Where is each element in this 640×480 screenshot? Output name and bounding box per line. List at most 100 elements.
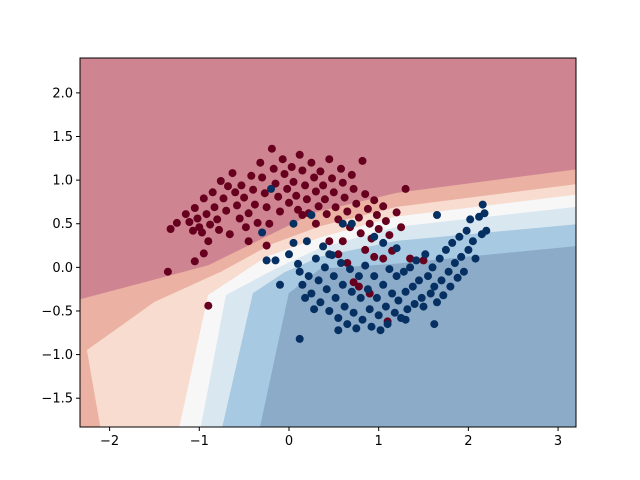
blue-point-21 (325, 307, 334, 315)
blue-point-86 (471, 254, 480, 263)
blue-point-90 (482, 226, 491, 235)
red-point-90 (385, 231, 394, 240)
red-point-19 (222, 206, 231, 215)
blue-point-68 (430, 282, 439, 291)
red-point-20 (224, 182, 232, 191)
y-tick-label: 0.0 (52, 261, 73, 276)
y-tick-label: 2.0 (52, 86, 73, 101)
red-point-75 (347, 170, 356, 179)
blue-point-45 (379, 280, 388, 289)
red-point-78 (354, 213, 363, 222)
blue-point-84 (466, 215, 475, 224)
blue-point-63 (419, 302, 428, 311)
blue-point-48 (385, 265, 394, 274)
red-point-1 (172, 218, 181, 227)
red-point-55 (302, 195, 311, 204)
red-point-101 (354, 282, 363, 291)
red-point-31 (249, 185, 258, 194)
red-point-63 (320, 195, 329, 204)
red-point-68 (331, 203, 340, 212)
red-point-18 (219, 194, 228, 203)
blue-point-60 (412, 256, 421, 265)
red-point-114 (370, 252, 379, 261)
red-point-96 (190, 257, 199, 266)
blue-point-12 (304, 272, 313, 281)
red-point-26 (237, 181, 246, 190)
blue-point-51 (392, 272, 401, 281)
red-point-57 (307, 158, 316, 167)
red-point-48 (287, 163, 296, 171)
x-tick-label: 1 (375, 434, 383, 449)
red-point-3 (185, 218, 194, 226)
blue-point-16 (314, 276, 323, 285)
red-point-39 (267, 144, 276, 153)
red-point-0 (166, 225, 175, 233)
red-point-81 (361, 190, 370, 199)
red-point-112 (244, 237, 253, 246)
red-point-2 (181, 210, 190, 219)
blue-point-55 (401, 287, 410, 296)
red-point-23 (231, 188, 240, 197)
blue-point-65 (424, 272, 432, 281)
blue-point-78 (453, 273, 462, 282)
blue-point-25 (334, 314, 343, 322)
red-point-77 (352, 199, 361, 208)
blue-point-8 (295, 267, 304, 276)
red-point-28 (241, 223, 250, 232)
red-point-85 (370, 196, 379, 205)
blue-point-62 (417, 293, 426, 302)
red-point-115 (361, 245, 370, 254)
blue-point-39 (365, 305, 374, 314)
blue-point-93 (430, 320, 439, 329)
blue-point-41 (370, 272, 379, 281)
red-point-104 (406, 254, 415, 263)
blue-point-32 (349, 308, 358, 317)
red-point-29 (244, 209, 253, 218)
blue-point-0 (267, 184, 275, 193)
red-point-40 (269, 164, 278, 173)
red-point-12 (206, 220, 215, 229)
red-point-42 (274, 192, 283, 201)
x-tick-label: −2 (100, 434, 119, 449)
blue-point-95 (334, 326, 343, 335)
blue-point-98 (347, 219, 356, 228)
red-point-41 (271, 179, 280, 188)
blue-point-42 (372, 293, 381, 302)
red-point-21 (225, 230, 234, 239)
blue-point-27 (338, 280, 347, 289)
red-point-37 (262, 203, 271, 212)
red-point-27 (240, 193, 249, 202)
blue-point-35 (356, 293, 365, 302)
red-point-52 (295, 150, 304, 159)
red-point-38 (265, 219, 274, 228)
red-point-59 (311, 187, 320, 196)
y-tick-label: 1.5 (52, 130, 73, 145)
red-point-53 (298, 166, 307, 175)
red-point-54 (301, 181, 310, 190)
blue-point-79 (455, 232, 464, 241)
red-point-83 (365, 219, 374, 228)
blue-point-31 (347, 287, 356, 296)
red-point-76 (349, 184, 358, 193)
blue-point-11 (302, 237, 311, 246)
blue-point-9 (298, 280, 307, 289)
blue-point-50 (390, 308, 399, 317)
red-point-15 (213, 215, 222, 224)
red-point-93 (397, 223, 406, 232)
scatter-points (163, 144, 491, 343)
red-point-8 (198, 228, 206, 237)
blue-point-99 (325, 250, 334, 259)
blue-point-104 (289, 219, 298, 228)
red-point-24 (233, 201, 241, 210)
blue-point-34 (354, 272, 363, 281)
blue-point-77 (450, 259, 459, 267)
red-point-99 (325, 237, 334, 246)
blue-point-57 (406, 263, 415, 272)
red-point-87 (374, 225, 383, 233)
blue-point-33 (352, 324, 361, 333)
red-point-34 (256, 158, 265, 167)
blue-point-49 (388, 289, 397, 298)
blue-point-38 (363, 285, 372, 294)
red-point-25 (235, 214, 244, 223)
